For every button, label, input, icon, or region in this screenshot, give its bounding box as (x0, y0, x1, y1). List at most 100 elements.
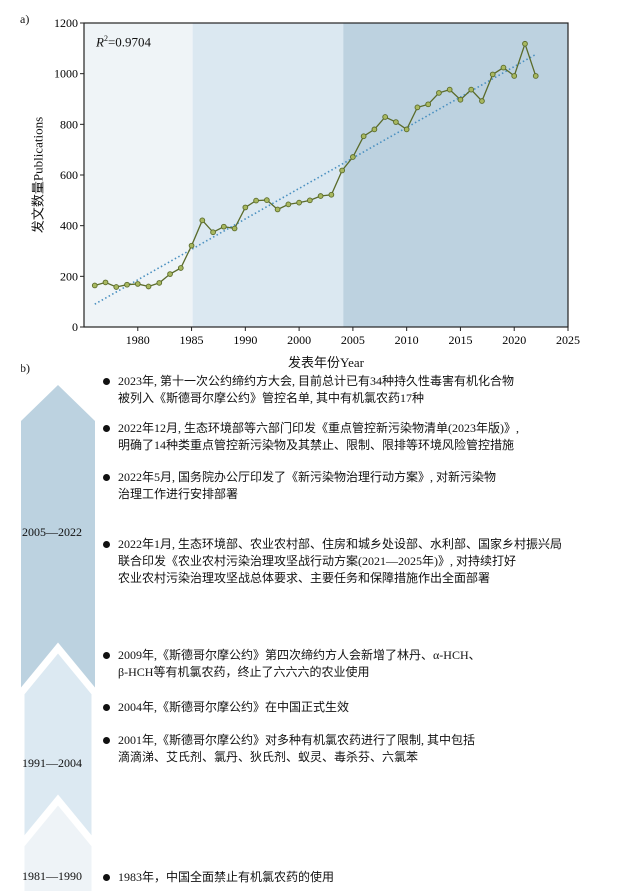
timeline-item-line: 2022年12月, 生态环境部等六部门印发《重点管控新污染物清单(2023年版)… (118, 421, 519, 435)
timeline-arrows (0, 355, 120, 891)
timeline-item-line: 农业农村污染治理攻坚战总体要求、主要任务和保障措施作出全面部署 (118, 571, 491, 585)
r-symbol: R (96, 34, 104, 50)
timeline-item-line: 2001年,《斯德哥尔摩公约》对多种有机氯农药进行了限制, 其中包括 (118, 733, 476, 747)
y-tick-label: 1200 (54, 16, 78, 30)
timeline-item: 1983年，中国全面禁止有机氯农药的使用 (103, 869, 334, 886)
timeline-item-line: 明确了14种类重点管控新污染物及其禁止、限制、限排等环境风险管控措施 (118, 438, 515, 452)
data-point (382, 114, 389, 120)
data-point (91, 282, 98, 289)
trend-line (94, 53, 537, 305)
timeline-item: 2004年,《斯德哥尔摩公约》在中国正式生效 (103, 699, 349, 716)
shaded-region (192, 23, 344, 327)
timeline-item: 2009年,《斯德哥尔摩公约》第四次缔约方人会新增了林丹、α-HCH、 β-HCH… (103, 647, 481, 681)
r-sup: 2 (103, 34, 108, 43)
data-point (220, 223, 227, 230)
data-point (446, 86, 453, 93)
data-point (457, 96, 464, 103)
data-point (296, 199, 302, 206)
period-label-1981-1990: 1981—1990 (22, 869, 82, 883)
timeline-item-line: 2023年, 第十一次公约缔约方大会, 目前总计已有34种持久性毒害有机化合物 (118, 374, 515, 388)
y-tick-label: 1000 (54, 67, 78, 81)
timeline-item-line: 被列入《斯德哥尔摩公约》管控名单, 其中有机氯农药17种 (118, 391, 425, 405)
bullet-icon (103, 704, 110, 711)
x-tick-label: 1990 (233, 333, 257, 347)
data-point (532, 73, 539, 79)
data-point (156, 280, 163, 286)
y-tick-label: 400 (60, 219, 78, 233)
data-point (231, 225, 238, 232)
x-tick-label: 2000 (287, 333, 311, 347)
data-point (414, 104, 421, 111)
x-tick-label: 1980 (126, 333, 150, 347)
data-point (360, 133, 367, 140)
data-point (177, 265, 184, 271)
data-point (489, 71, 496, 78)
data-point (274, 206, 281, 213)
timeline-item-line: 2004年,《斯德哥尔摩公约》在中国正式生效 (118, 700, 350, 714)
y-tick-label: 800 (60, 117, 78, 131)
panel-a-label: a) (20, 12, 30, 26)
data-point (242, 204, 249, 211)
data-point (134, 281, 141, 287)
data-point (436, 90, 442, 96)
timeline-item-line: β-HCH等有机氯农药，终止了六六六的农业使用 (118, 665, 370, 679)
x-axis-label: 发表年份Year (288, 355, 364, 370)
data-point (479, 98, 485, 104)
timeline-item: 2022年1月, 生态环境部、农业农村部、住房和城乡处设部、水利部、国家乡村振兴… (103, 536, 562, 587)
data-point (253, 197, 259, 204)
x-tick-label: 2020 (502, 333, 526, 347)
data-point (350, 154, 356, 160)
timeline-item-line: 2022年1月, 生态环境部、农业农村部、住房和城乡处设部、水利部、国家乡村振兴… (118, 537, 563, 551)
timeline-item-line: 滴滴涕、艾氏剂、氯丹、狄氏剂、蚁灵、毒杀芬、六氯苯 (118, 750, 419, 764)
data-point (522, 40, 528, 47)
panel-b-label: b) (20, 361, 30, 375)
bullet-icon (103, 425, 110, 432)
data-point (188, 242, 195, 249)
period-label-1991-2004: 1991—2004 (22, 756, 82, 770)
shaded-region (343, 23, 568, 327)
bullet-icon (103, 737, 110, 744)
data-point (210, 229, 216, 236)
data-point (500, 64, 507, 71)
x-tick-label: 2025 (556, 333, 580, 347)
r-value: =0.9704 (107, 34, 152, 50)
y-tick-label: 200 (60, 269, 78, 283)
timeline-item: 2022年12月, 生态环境部等六部门印发《重点管控新污染物清单(2023年版)… (103, 420, 519, 454)
timeline-item-line: 2022年5月, 国务院办公厅印发了《新污染物治理行动方案》, 对新污染物 (118, 470, 497, 484)
x-tick-label: 2015 (448, 333, 472, 347)
data-point (285, 201, 292, 208)
period-label-2005-2022: 2005—2022 (22, 525, 82, 539)
data-point (102, 279, 109, 286)
x-tick-label: 1985 (180, 333, 204, 347)
bullet-icon (103, 652, 110, 659)
data-point (393, 119, 399, 125)
y-axis-label: 发文数量Publications (30, 116, 46, 234)
data-point (403, 126, 410, 133)
data-point (371, 126, 378, 133)
data-point (263, 197, 270, 203)
timeline-item-line: 1983年，中国全面禁止有机氯农药的使用 (118, 870, 335, 884)
r-squared-annotation: R2=0.9704 (96, 34, 151, 50)
timeline-item-line: 2009年,《斯德哥尔摩公约》第四次缔约方人会新增了林丹、α-HCH、 (118, 648, 481, 662)
publications-chart: 0 200 400 600 800 1000 1200 1980 1985 1990 2000 200… (54, 16, 580, 347)
timeline-item: 2023年, 第十一次公约缔约方大会, 目前总计已有34种持久性毒害有机化合物被… (103, 373, 514, 407)
bullet-icon (103, 541, 110, 548)
data-point (124, 281, 130, 288)
timeline-item-line: 治理工作进行安排部署 (118, 487, 239, 501)
x-tick-label: 2010 (395, 333, 419, 347)
data-point (425, 101, 432, 108)
y-tick-label: 0 (72, 320, 78, 334)
data-point (468, 86, 475, 93)
data-point (307, 197, 313, 204)
data-point (145, 283, 152, 290)
bullet-icon (103, 378, 110, 385)
timeline-item: 2022年5月, 国务院办公厅印发了《新污染物治理行动方案》, 对新污染物 治理工… (103, 469, 496, 503)
data-point (113, 284, 120, 290)
data-point (339, 167, 345, 174)
bullet-icon (103, 474, 110, 481)
bullet-icon (103, 874, 110, 881)
timeline-item: 2001年,《斯德哥尔摩公约》对多种有机氯农药进行了限制, 其中包括 滴滴涕、艾氏… (103, 732, 475, 766)
y-tick-label: 600 (60, 168, 78, 182)
x-tick-label: 2005 (341, 333, 365, 347)
data-point (511, 73, 518, 79)
